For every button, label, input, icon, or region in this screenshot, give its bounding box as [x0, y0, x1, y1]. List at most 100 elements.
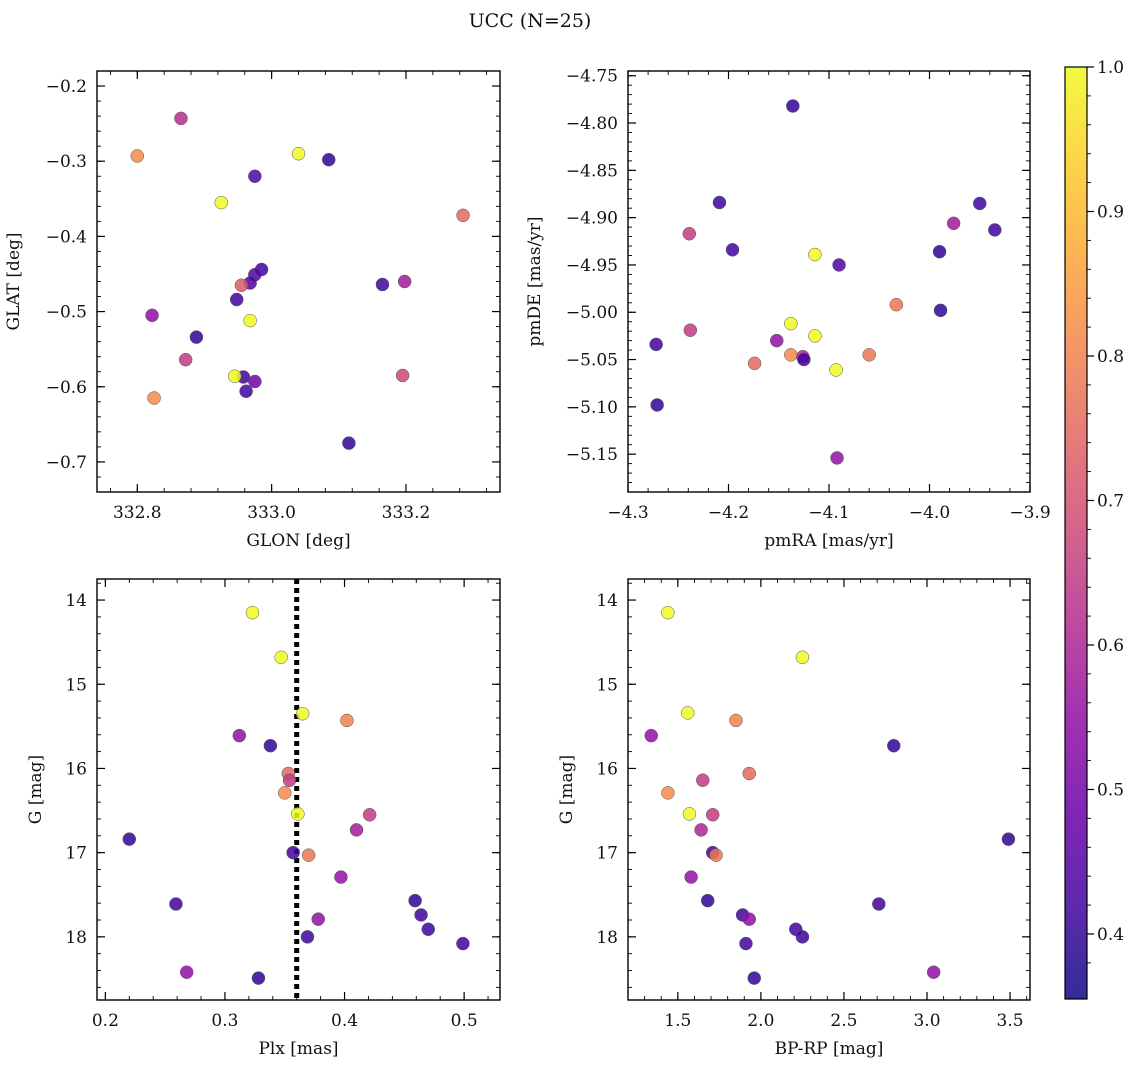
data-point — [234, 278, 249, 293]
y-tick-label: 18 — [596, 928, 618, 948]
data-point — [229, 292, 244, 307]
y-tick-label: −4.95 — [566, 256, 618, 276]
data-point — [227, 369, 242, 383]
data-point — [829, 363, 843, 377]
x-axis-label: GLON [deg] — [246, 531, 350, 551]
data-point — [408, 893, 422, 908]
data-point — [832, 258, 846, 272]
data-point — [797, 352, 811, 367]
data-point — [375, 277, 390, 292]
y-tick-label: 17 — [65, 844, 87, 864]
y-tick-label: −5.00 — [566, 303, 618, 323]
data-point — [286, 845, 300, 860]
y-axis-label: pmDE [mas/yr] — [525, 216, 545, 346]
data-point — [300, 930, 315, 944]
data-point — [321, 152, 336, 167]
y-tick-label: −0.5 — [46, 303, 87, 323]
data-point — [248, 374, 262, 389]
data-point — [301, 848, 316, 862]
data-point — [295, 706, 310, 721]
x-tick-label: 0.2 — [92, 1011, 119, 1031]
y-tick-label: −0.6 — [46, 378, 87, 398]
x-tick-label: 333.0 — [247, 503, 296, 523]
x-tick-label: 0.3 — [211, 1011, 238, 1031]
x-tick-label: 3.5 — [997, 1011, 1024, 1031]
colorbar-tick-label: 0.9 — [1097, 202, 1124, 222]
data-point — [291, 807, 305, 821]
data-point — [174, 111, 188, 126]
y-tick-label: 16 — [65, 759, 87, 779]
data-point — [395, 368, 410, 383]
x-tick-label: 2.5 — [830, 1011, 857, 1031]
y-tick-label: −5.05 — [566, 351, 618, 371]
data-point — [243, 313, 257, 328]
data-point — [277, 786, 292, 800]
data-point — [644, 728, 659, 743]
y-tick-label: 16 — [596, 759, 618, 779]
data-point — [725, 243, 740, 257]
x-axis-label: pmRA [mas/yr] — [764, 531, 893, 551]
data-point — [661, 605, 675, 620]
data-point — [795, 930, 810, 944]
data-point — [889, 297, 904, 312]
data-point — [122, 832, 137, 846]
y-tick-label: −5.10 — [566, 398, 618, 418]
x-tick-label: −4.3 — [607, 503, 648, 523]
panel-1: 332.8 333.0 333.2 −0.7 −0.6 −0.5 −0.4 −0.3 −0.2 G… — [4, 70, 501, 551]
x-tick-label: 0.4 — [331, 1011, 358, 1031]
y-tick-label: −0.2 — [46, 77, 87, 97]
y-tick-label: −4.90 — [566, 209, 618, 229]
data-point — [334, 870, 348, 884]
y-tick-label: −0.4 — [46, 227, 87, 247]
y-tick-label: 14 — [596, 591, 618, 611]
y-tick-label: −4.85 — [566, 161, 618, 181]
data-point — [682, 807, 697, 821]
y-tick-label: 18 — [65, 928, 87, 948]
data-point — [696, 773, 710, 787]
data-point — [178, 352, 193, 367]
y-tick-label: 17 — [596, 844, 618, 864]
data-point — [694, 823, 708, 837]
data-point — [784, 348, 798, 362]
data-point — [239, 384, 253, 399]
data-point — [808, 329, 822, 343]
y-axis-label: GLAT [deg] — [4, 232, 24, 330]
data-point — [739, 936, 753, 951]
x-axis-label: BP-RP [mag] — [775, 1039, 884, 1059]
colorbar-tick-label: 0.6 — [1097, 636, 1124, 656]
data-point — [683, 323, 698, 337]
figure-title: UCC (N=25) — [469, 10, 592, 32]
y-axis-label: G [mag] — [26, 755, 46, 824]
data-point — [456, 936, 470, 951]
data-point — [933, 303, 948, 318]
data-point — [179, 965, 194, 979]
data-point — [274, 650, 288, 665]
data-point — [872, 897, 886, 911]
data-point — [263, 738, 278, 753]
x-tick-label: 0.5 — [451, 1011, 478, 1031]
data-point — [649, 337, 663, 352]
x-tick-label: −4.0 — [909, 503, 950, 523]
y-tick-label: −5.15 — [566, 445, 618, 465]
data-point — [130, 149, 145, 163]
data-point — [742, 766, 757, 781]
data-point — [808, 247, 822, 262]
data-point — [397, 274, 412, 289]
colorbar: 0.4 0.5 0.6 0.7 0.8 0.9 1.0 — [1064, 58, 1124, 1000]
data-point — [248, 169, 262, 183]
data-point — [705, 808, 720, 822]
x-axis-label: Plx [mas] — [258, 1039, 338, 1059]
data-point — [421, 922, 435, 937]
data-point — [650, 398, 664, 412]
colorbar-tick-label: 0.4 — [1097, 925, 1124, 945]
data-point — [414, 908, 428, 922]
panel-3: 0.2 0.3 0.4 0.5 14 15 16 17 18 Plx [mas] G [mag] — [26, 578, 501, 1059]
data-point — [681, 706, 695, 720]
data-point — [684, 870, 698, 884]
data-point — [342, 436, 356, 450]
data-point — [349, 823, 364, 837]
colorbar-tick-label: 0.8 — [1097, 347, 1124, 367]
colorbar-gradient — [1064, 66, 1088, 1000]
data-point — [232, 728, 247, 743]
